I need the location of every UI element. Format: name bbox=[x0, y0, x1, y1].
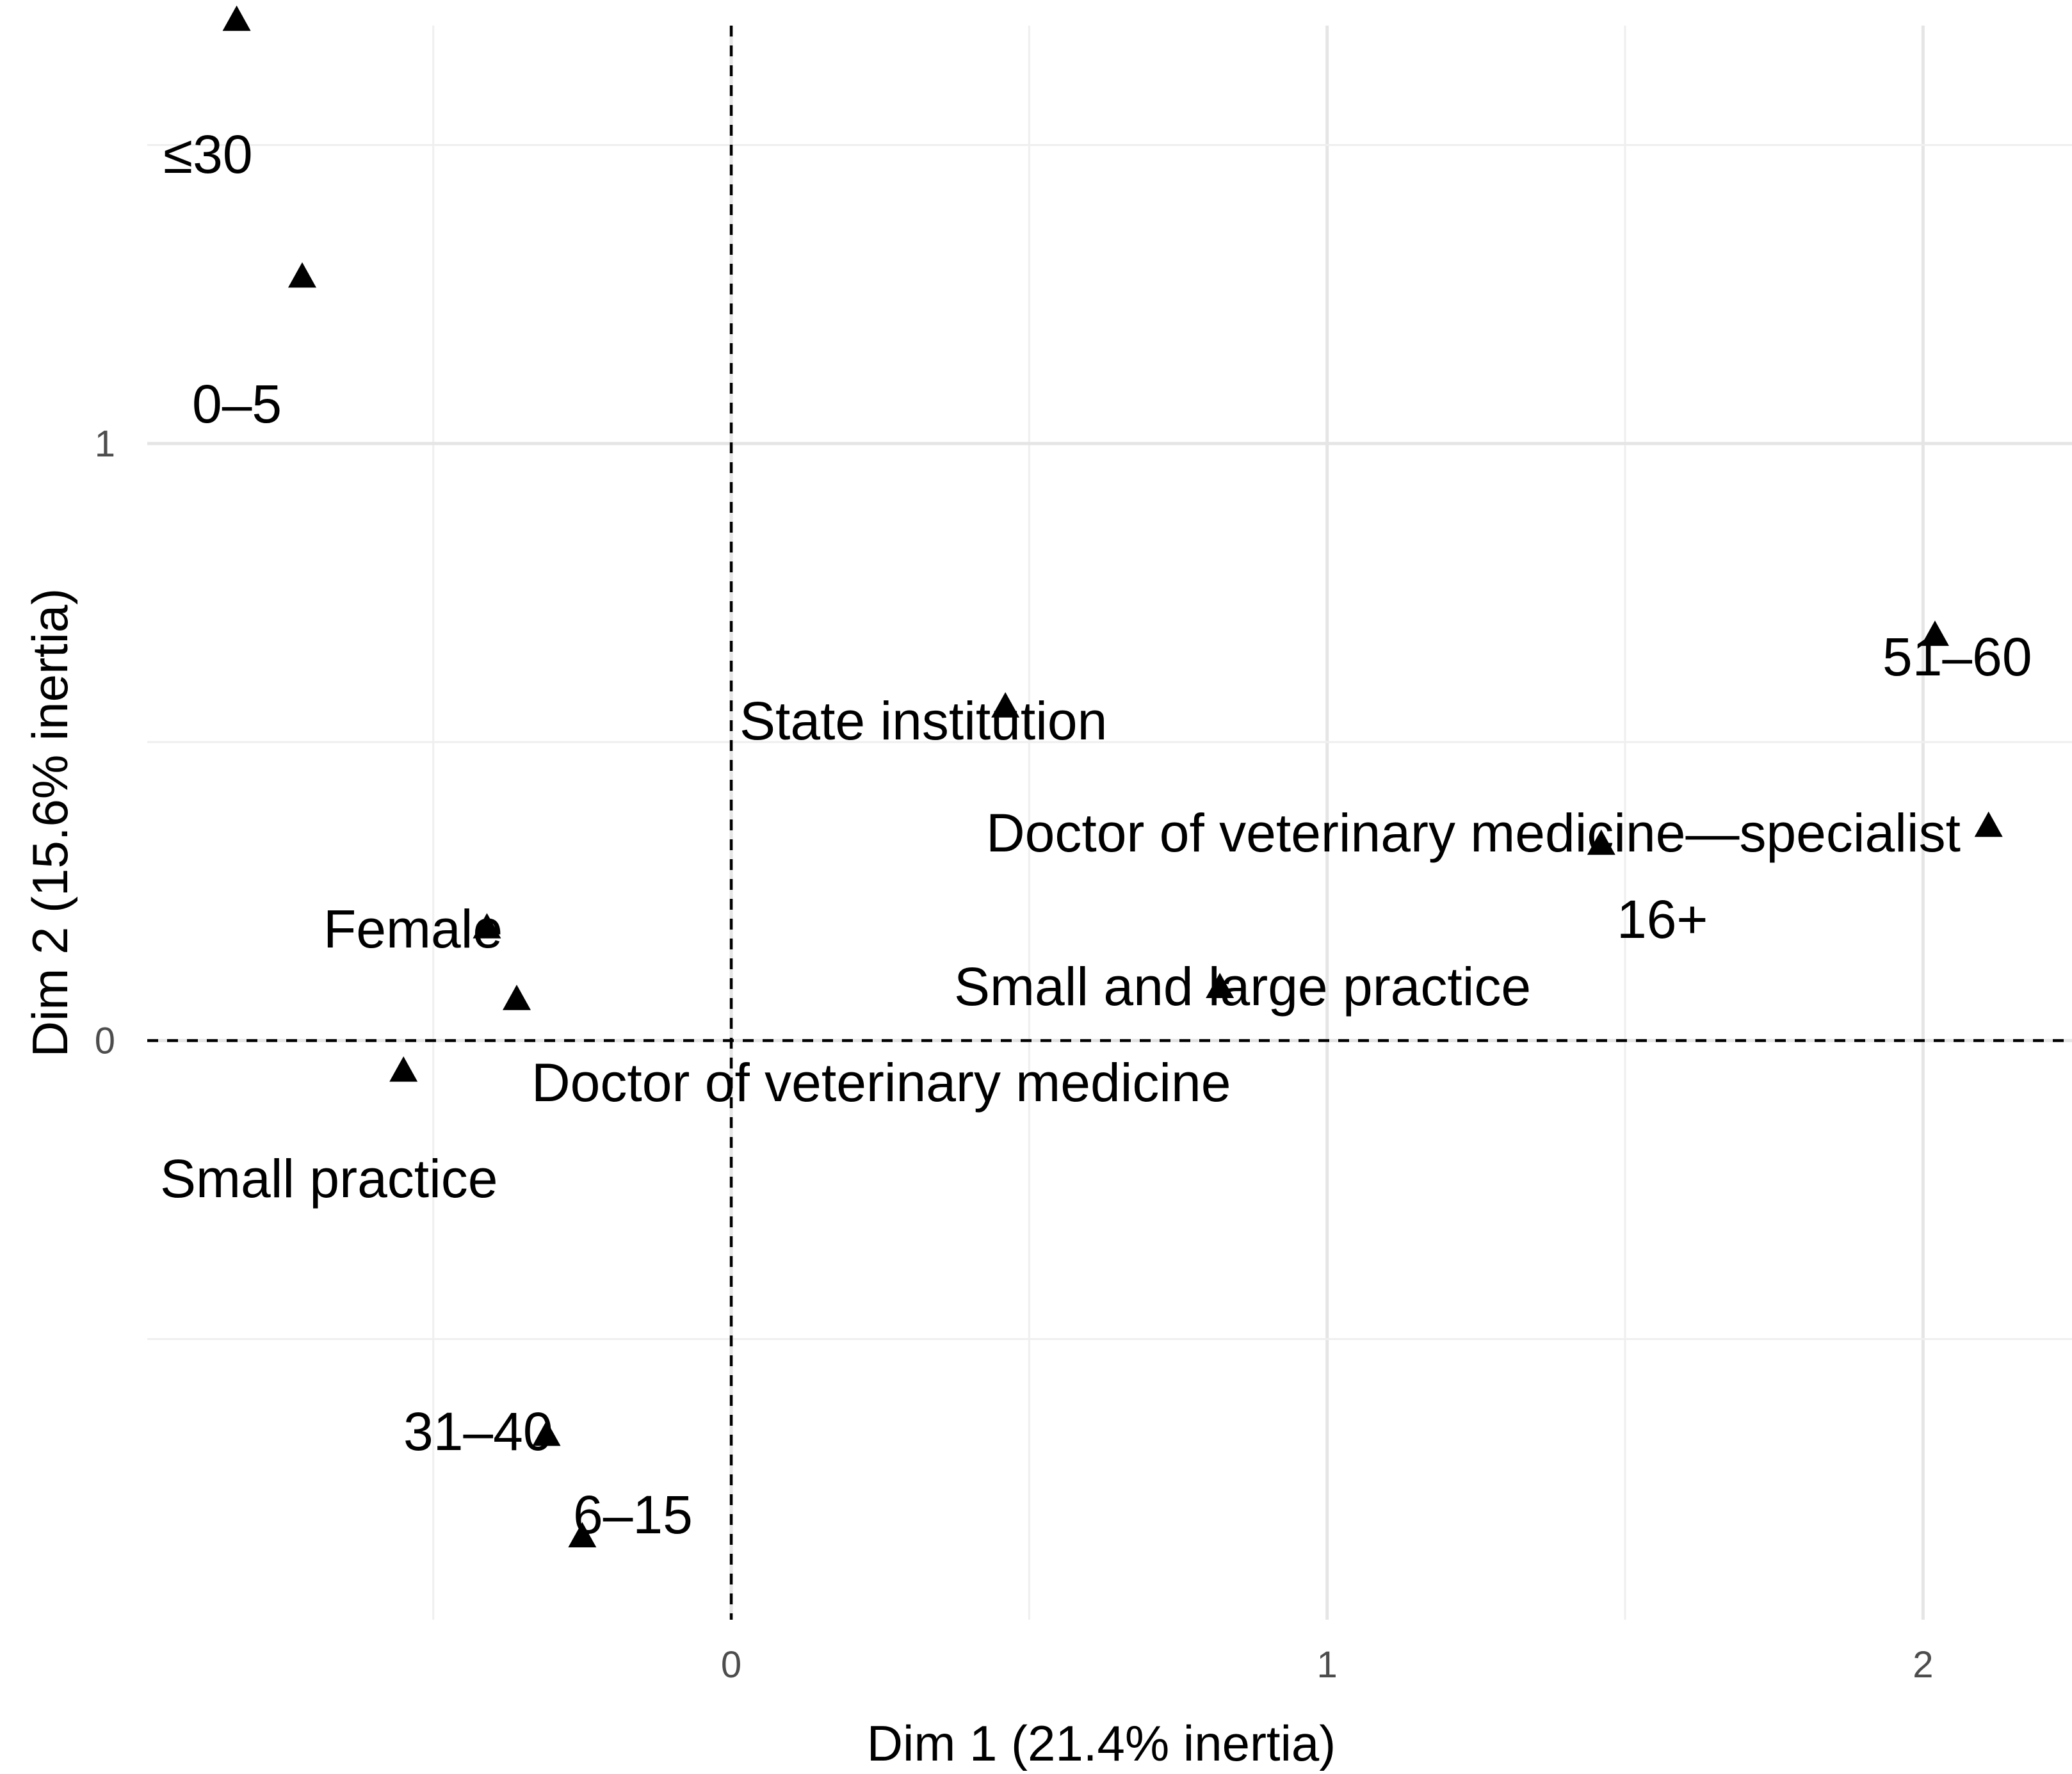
data-point-label: Female bbox=[323, 899, 503, 959]
data-point-triangle bbox=[389, 1056, 418, 1082]
data-point-triangle bbox=[473, 913, 501, 939]
y-axis-title: Dim 2 (15.6% inertia) bbox=[22, 588, 78, 1058]
data-point-triangle bbox=[1920, 620, 1949, 646]
data-point-triangle bbox=[503, 985, 531, 1010]
data-point-label: 0–5 bbox=[192, 374, 282, 434]
data-point-triangle bbox=[532, 1420, 561, 1446]
y-tick-label: 0 bbox=[95, 1020, 115, 1061]
data-point-label: Small practice bbox=[160, 1149, 498, 1209]
point-labels: ≤30 0–5 51–60 State institution Doctor of ve… bbox=[160, 124, 2032, 1545]
data-point-triangle bbox=[1974, 811, 2003, 837]
data-point-label: Small and large practice bbox=[954, 956, 1531, 1017]
data-points bbox=[222, 5, 2003, 1548]
data-point-label: 51–60 bbox=[1882, 627, 2032, 687]
x-axis-title: Dim 1 (21.4% inertia) bbox=[867, 1715, 1336, 1771]
data-point-label: 31–40 bbox=[403, 1401, 553, 1462]
data-point-label: 16+ bbox=[1617, 889, 1708, 949]
data-point-label: ≤30 bbox=[163, 124, 253, 184]
data-point-triangle bbox=[991, 692, 1020, 718]
data-point-triangle bbox=[568, 1522, 597, 1548]
data-point-label: Doctor of veterinary medicine bbox=[531, 1052, 1231, 1113]
x-tick-label: 2 bbox=[1913, 1644, 1933, 1686]
x-tick-label: 0 bbox=[721, 1644, 741, 1686]
y-tick-label: 1 bbox=[95, 423, 115, 465]
tick-labels: 0 1 2 0 1 bbox=[95, 423, 1934, 1686]
data-point-triangle bbox=[222, 5, 251, 31]
data-point-label: 6–15 bbox=[573, 1485, 693, 1545]
x-tick-label: 1 bbox=[1317, 1644, 1338, 1686]
reference-lines bbox=[147, 26, 2072, 1620]
data-point-label: State institution bbox=[740, 691, 1107, 751]
data-point-triangle bbox=[1587, 829, 1615, 855]
data-point-triangle bbox=[1206, 972, 1234, 999]
data-point-label: Doctor of veterinary medicine—specialist bbox=[986, 803, 1961, 863]
data-point-triangle bbox=[287, 262, 316, 288]
